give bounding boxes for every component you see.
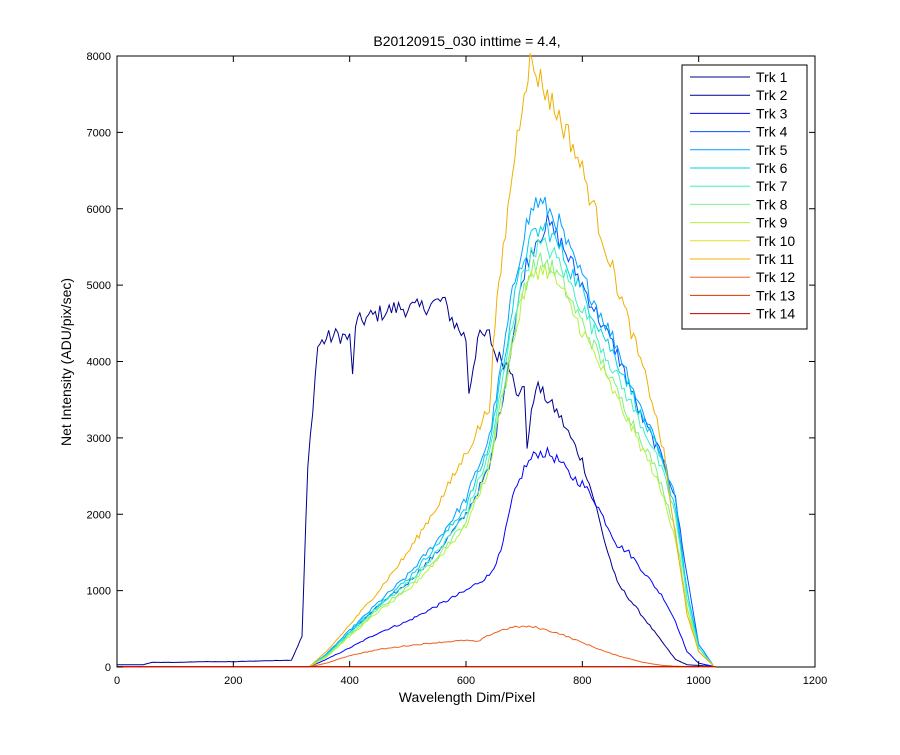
legend-label: Trk 11 bbox=[756, 251, 794, 267]
y-tick-label: 8000 bbox=[87, 51, 111, 63]
x-axis: 0 200 400 600 800 1000 1200 bbox=[114, 56, 827, 687]
y-tick-label: 4000 bbox=[87, 357, 111, 369]
y-tick-label: 2000 bbox=[87, 509, 111, 521]
legend-label: Trk 6 bbox=[756, 160, 788, 176]
legend-label: Trk 1 bbox=[756, 69, 788, 85]
x-tick-label: 800 bbox=[573, 675, 591, 687]
y-tick-label: 5000 bbox=[87, 280, 111, 292]
y-tick-label: 3000 bbox=[87, 433, 111, 445]
legend-label: Trk 7 bbox=[756, 178, 788, 194]
legend-label: Trk 2 bbox=[756, 87, 788, 103]
legend-label: Trk 10 bbox=[756, 233, 795, 249]
legend-label: Trk 14 bbox=[756, 306, 795, 322]
legend-label: Trk 12 bbox=[756, 269, 795, 285]
legend: Trk 1 Trk 2 Trk 3 Trk 4 Trk 5 Trk 6 Trk 7 Trk 8… bbox=[681, 64, 808, 330]
x-tick-label: 1000 bbox=[686, 675, 710, 687]
legend-label: Trk 4 bbox=[756, 124, 788, 140]
y-tick-label: 7000 bbox=[87, 127, 111, 139]
legend-box bbox=[681, 64, 808, 330]
x-tick-label: 200 bbox=[224, 675, 242, 687]
x-tick-label: 0 bbox=[114, 675, 120, 687]
y-axis-title: Net Intensity (ADU/pix/sec) bbox=[58, 278, 74, 446]
chart-title: B20120915_030 inttime = 4.4, bbox=[373, 33, 560, 49]
legend-label: Trk 5 bbox=[756, 142, 788, 158]
y-tick-label: 6000 bbox=[87, 204, 111, 216]
x-tick-label: 600 bbox=[457, 675, 475, 687]
series-layer bbox=[117, 53, 717, 668]
legend-label: Trk 3 bbox=[756, 105, 788, 121]
y-tick-label: 0 bbox=[105, 662, 111, 674]
y-axis: 0 1000 2000 3000 4000 5000 6000 7000 8000 bbox=[87, 51, 815, 674]
x-axis-title: Wavelength Dim/Pixel bbox=[399, 689, 535, 705]
x-tick-label: 1200 bbox=[803, 675, 827, 687]
x-tick-label: 400 bbox=[340, 675, 358, 687]
series-line-trk-2 bbox=[117, 296, 711, 667]
y-tick-label: 1000 bbox=[87, 586, 111, 598]
legend-label: Trk 8 bbox=[756, 196, 788, 212]
legend-label: Trk 9 bbox=[756, 215, 788, 231]
legend-label: Trk 13 bbox=[756, 287, 795, 303]
